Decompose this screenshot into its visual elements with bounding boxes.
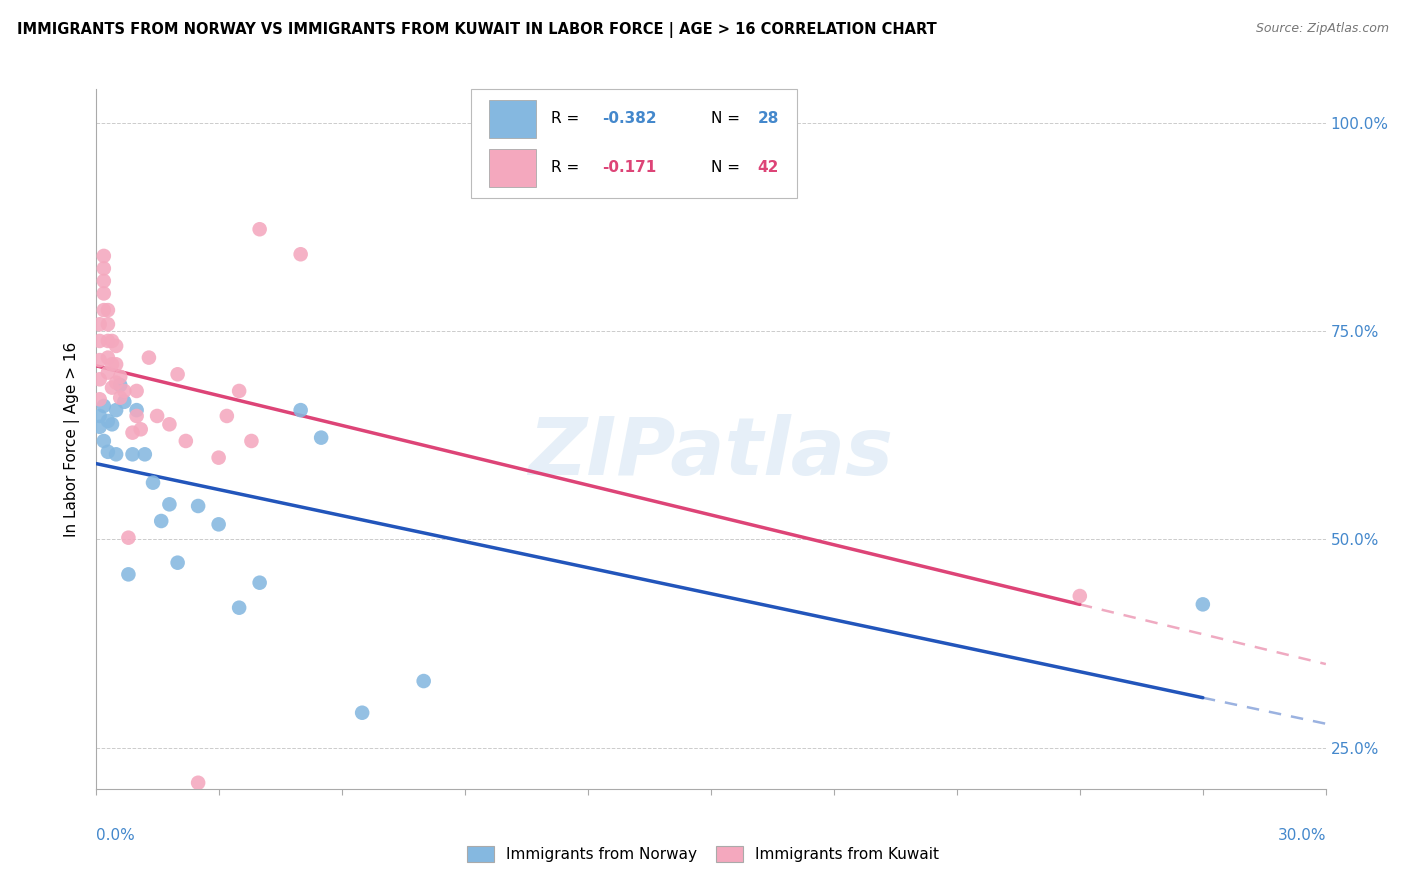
Legend: Immigrants from Norway, Immigrants from Kuwait: Immigrants from Norway, Immigrants from … — [461, 840, 945, 868]
Point — [174, 434, 197, 448]
Point — [101, 334, 124, 348]
Point — [93, 274, 115, 288]
Point — [105, 339, 128, 353]
Point — [105, 447, 128, 461]
Point — [228, 600, 250, 615]
Point — [93, 399, 115, 413]
Point — [97, 318, 120, 332]
FancyBboxPatch shape — [489, 149, 536, 187]
Point — [249, 575, 271, 590]
Point — [129, 422, 152, 436]
Point — [166, 556, 188, 570]
Point — [125, 409, 148, 423]
Point — [89, 372, 111, 386]
Text: N =: N = — [711, 112, 745, 127]
Point — [208, 450, 231, 465]
Point — [142, 475, 165, 490]
Text: -0.382: -0.382 — [603, 112, 657, 127]
Point — [101, 357, 124, 371]
Point — [110, 378, 132, 392]
Point — [309, 431, 332, 445]
Text: 0.0%: 0.0% — [96, 828, 135, 843]
Point — [412, 674, 434, 689]
Point — [117, 531, 139, 545]
Point — [101, 381, 124, 395]
Point — [89, 392, 111, 407]
Point — [121, 425, 143, 440]
Point — [187, 499, 209, 513]
Point — [93, 303, 115, 318]
Point — [249, 222, 271, 236]
Point — [228, 384, 250, 398]
Point — [89, 318, 111, 332]
Point — [89, 419, 111, 434]
Point — [187, 776, 209, 790]
Text: R =: R = — [551, 112, 583, 127]
Text: ZIPatlas: ZIPatlas — [529, 414, 893, 492]
Point — [290, 247, 312, 261]
Point — [105, 376, 128, 390]
Point — [112, 384, 135, 398]
Point — [166, 368, 188, 382]
Point — [125, 403, 148, 417]
Point — [93, 434, 115, 448]
Point — [134, 447, 156, 461]
Point — [290, 403, 312, 417]
FancyBboxPatch shape — [489, 100, 536, 138]
Text: R =: R = — [551, 161, 583, 176]
Point — [146, 409, 169, 423]
Text: 42: 42 — [758, 161, 779, 176]
Point — [97, 366, 120, 380]
Y-axis label: In Labor Force | Age > 16: In Labor Force | Age > 16 — [63, 342, 80, 537]
Point — [97, 445, 120, 459]
Point — [1192, 598, 1215, 612]
Point — [97, 303, 120, 318]
Point — [1069, 589, 1091, 603]
Point — [105, 403, 128, 417]
Text: 28: 28 — [758, 112, 779, 127]
Point — [121, 447, 143, 461]
Point — [89, 334, 111, 348]
Point — [93, 249, 115, 263]
Point — [112, 394, 135, 409]
Text: N =: N = — [711, 161, 745, 176]
Point — [138, 351, 160, 365]
Point — [159, 497, 181, 511]
Point — [208, 517, 231, 532]
FancyBboxPatch shape — [471, 89, 797, 198]
Point — [240, 434, 263, 448]
Point — [97, 414, 120, 428]
Point — [159, 417, 181, 432]
Text: 30.0%: 30.0% — [1278, 828, 1326, 843]
Point — [97, 334, 120, 348]
Point — [215, 409, 238, 423]
Point — [93, 261, 115, 276]
Point — [110, 391, 132, 405]
Point — [110, 369, 132, 384]
Text: IMMIGRANTS FROM NORWAY VS IMMIGRANTS FROM KUWAIT IN LABOR FORCE | AGE > 16 CORRE: IMMIGRANTS FROM NORWAY VS IMMIGRANTS FRO… — [17, 22, 936, 38]
Point — [352, 706, 374, 720]
Point — [97, 351, 120, 365]
Point — [105, 357, 128, 371]
Point — [89, 353, 111, 368]
Point — [150, 514, 173, 528]
Point — [125, 384, 148, 398]
Point — [89, 409, 111, 423]
Text: -0.171: -0.171 — [603, 161, 657, 176]
Point — [117, 567, 139, 582]
Point — [101, 417, 124, 432]
Point — [93, 286, 115, 301]
Text: Source: ZipAtlas.com: Source: ZipAtlas.com — [1256, 22, 1389, 36]
